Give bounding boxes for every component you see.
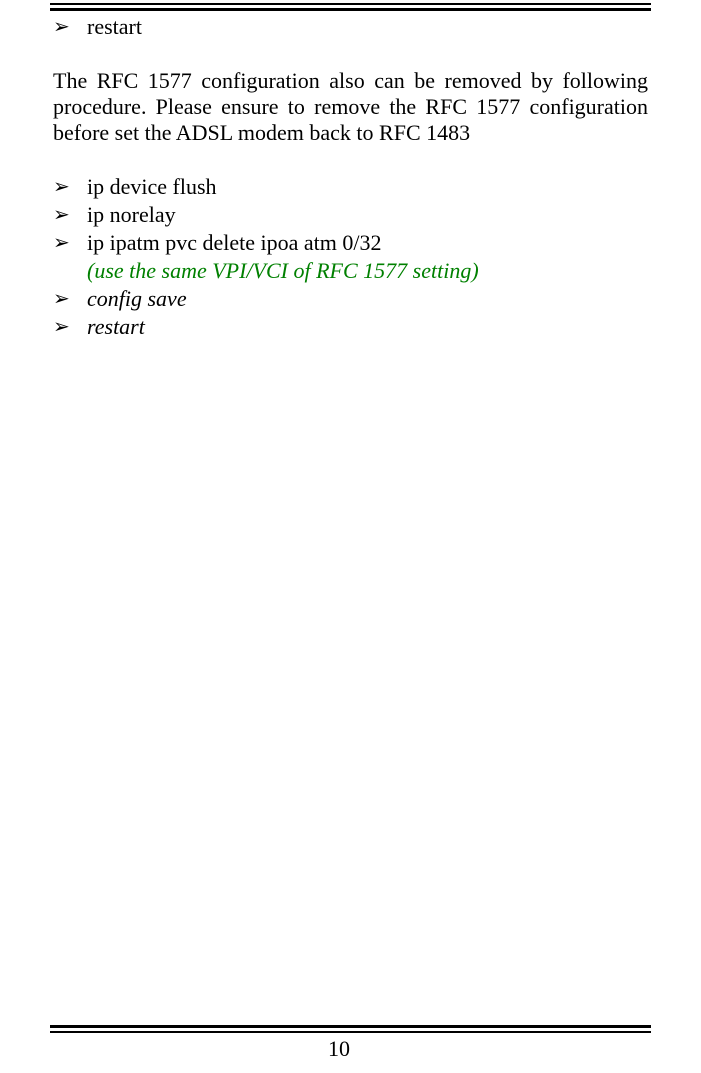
list-item: ➢ ip ipatm pvc delete ipoa atm 0/32 bbox=[53, 230, 648, 256]
bottom-rule-line-thin bbox=[50, 1031, 651, 1033]
top-rule-line-thick bbox=[50, 8, 651, 11]
note-text: (use the same VPI/VCI of RFC 1577 settin… bbox=[87, 258, 648, 284]
bullet-icon: ➢ bbox=[53, 14, 87, 40]
top-rule-line-thin bbox=[50, 3, 651, 5]
list-item-text: ip ipatm pvc delete ipoa atm 0/32 bbox=[87, 230, 648, 256]
page-number: 10 bbox=[0, 1036, 350, 1062]
paragraph: The RFC 1577 configuration also can be r… bbox=[53, 68, 648, 146]
list-item-text: restart bbox=[87, 314, 648, 340]
bullet-icon: ➢ bbox=[53, 314, 87, 340]
bullet-icon: ➢ bbox=[53, 230, 87, 256]
list-item-text: ip norelay bbox=[87, 202, 648, 228]
bullet-icon: ➢ bbox=[53, 286, 87, 312]
list-item-text: config save bbox=[87, 286, 648, 312]
bottom-rule bbox=[50, 1025, 651, 1033]
list-item: ➢ ip device flush bbox=[53, 174, 648, 200]
bullet-icon: ➢ bbox=[53, 202, 87, 228]
list-item-text: ip device flush bbox=[87, 174, 648, 200]
bottom-rule-wrap bbox=[50, 1025, 651, 1033]
bullet-icon: ➢ bbox=[53, 174, 87, 200]
list-item-text: restart bbox=[87, 14, 648, 40]
list-item: ➢ restart bbox=[53, 14, 648, 40]
list-item: ➢ ip norelay bbox=[53, 202, 648, 228]
top-rule bbox=[50, 3, 651, 11]
content-area: ➢ restart The RFC 1577 configuration als… bbox=[53, 14, 648, 342]
page: ➢ restart The RFC 1577 configuration als… bbox=[0, 0, 701, 1073]
list-item: ➢ config save bbox=[53, 286, 648, 312]
bottom-rule-line-thick bbox=[50, 1025, 651, 1028]
list-item: ➢ restart bbox=[53, 314, 648, 340]
